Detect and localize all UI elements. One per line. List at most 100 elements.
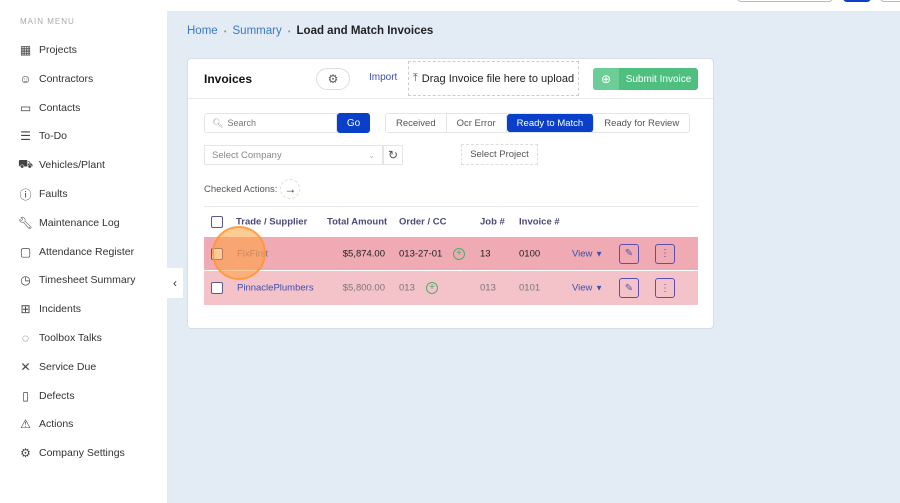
sidebar-item-to-do[interactable]: ☰ To-Do: [18, 126, 67, 146]
add-order-icon[interactable]: +: [453, 247, 465, 260]
pencil-icon: ✎: [624, 282, 634, 294]
edit-button[interactable]: ✎: [619, 278, 639, 298]
sidebar-item-toolbox-talks[interactable]: ◌ Toolbox Talks: [18, 328, 102, 348]
collapse-sidebar-button[interactable]: ‹: [167, 268, 183, 298]
sidebar-item-label: Attendance Register: [39, 245, 135, 258]
view-dropdown[interactable]: View ▼: [572, 248, 603, 259]
column-header[interactable]: Total Amount: [327, 216, 388, 228]
chevron-left-icon: ‹: [173, 276, 177, 290]
breadcrumb-separator: •: [287, 26, 291, 36]
settings-button[interactable]: ⚙: [316, 68, 350, 90]
sidebar-item-projects[interactable]: ▦ Projects: [18, 40, 77, 60]
document-x-icon: ▯: [22, 388, 29, 403]
sidebar-heading: MAIN MENU: [20, 17, 75, 26]
supplier-link[interactable]: PinnaclePlumbers: [237, 282, 314, 294]
add-order-icon[interactable]: +: [426, 282, 438, 294]
sidebar-item-label: Contacts: [39, 101, 81, 114]
calendar-icon: ▢: [19, 244, 32, 259]
invoice-table: Trade / Supplier Total Amount Order / CC…: [204, 206, 698, 305]
sidebar-item-attendance-register[interactable]: ▢ Attendance Register: [18, 242, 134, 262]
go-button[interactable]: Go: [337, 113, 370, 133]
row-checkbox[interactable]: [211, 282, 223, 294]
breadcrumb-separator: •: [223, 26, 227, 36]
top-bar-button[interactable]: [880, 0, 900, 2]
more-options-button[interactable]: ⋮: [655, 243, 675, 264]
job-number: 13: [480, 248, 491, 259]
table-row[interactable]: FixFirst $5,874.00 013-27-01 + 13 0100 V…: [204, 237, 698, 270]
gear-icon: ⚙: [20, 446, 31, 461]
sidebar-item-label: Faults: [39, 188, 68, 200]
arrow-right-icon[interactable]: →: [280, 179, 301, 199]
first-aid-icon: ⊞: [20, 302, 31, 317]
search-field[interactable]: 🔍︎: [204, 113, 337, 133]
worker-icon: ☺: [19, 71, 32, 86]
wrench-icon: 🔧︎: [17, 215, 34, 230]
plus-circle-icon: ⊕: [593, 68, 619, 90]
checked-actions-label: Checked Actions:: [204, 183, 278, 195]
select-all-checkbox[interactable]: [211, 216, 223, 228]
job-number: 013: [480, 282, 496, 294]
checklist-icon: ☰: [20, 129, 31, 144]
company-select-placeholder: Select Company: [212, 149, 282, 161]
submit-invoice-button[interactable]: ⊕ Submit Invoice: [593, 68, 698, 90]
breadcrumb: Home • Summary • Load and Match Invoices: [187, 25, 433, 37]
sidebar-item-defects[interactable]: ▯ Defects: [18, 386, 75, 406]
sidebar-item-label: To-Do: [39, 130, 68, 143]
breadcrumb-summary[interactable]: Summary: [232, 25, 282, 37]
sidebar-item-label: Maintenance Log: [39, 216, 120, 229]
view-dropdown[interactable]: View ▼: [572, 283, 603, 294]
sidebar-item-contractors[interactable]: ☺ Contractors: [18, 69, 93, 89]
clock-icon: ◷: [20, 273, 31, 288]
tab-ready-to-match[interactable]: Ready to Match: [506, 114, 595, 132]
column-header[interactable]: Order / CC: [399, 216, 447, 228]
top-bar: [0, 0, 900, 11]
refresh-button[interactable]: ↻: [383, 145, 403, 165]
view-label: View: [572, 248, 593, 259]
column-header[interactable]: Job #: [480, 216, 505, 228]
pencil-icon: ✎: [624, 248, 634, 259]
company-select[interactable]: Select Company ⌄: [204, 145, 383, 165]
chevron-down-icon: ⌄: [368, 150, 375, 160]
sidebar-item-label: Timesheet Summary: [39, 274, 136, 287]
top-bar-primary-button[interactable]: [843, 0, 871, 2]
sidebar-item-incidents[interactable]: ⊞ Incidents: [18, 299, 81, 319]
view-label: View: [572, 282, 593, 294]
more-options-button[interactable]: ⋮: [655, 278, 675, 298]
top-bar-button[interactable]: [737, 0, 833, 2]
sidebar-item-service-due[interactable]: ✕ Service Due: [18, 357, 96, 377]
sidebar-item-label: Service Due: [39, 360, 97, 373]
tab-ready-for-review[interactable]: Ready for Review: [604, 117, 680, 129]
sidebar-item-company-settings[interactable]: ⚙ Company Settings: [18, 443, 125, 463]
building-icon: ▦: [19, 43, 32, 57]
caret-down-icon: ▼: [595, 249, 603, 258]
sidebar-item-timesheet-summary[interactable]: ◷ Timesheet Summary: [18, 270, 135, 290]
more-vertical-icon: ⋮: [660, 248, 670, 259]
sidebar-item-label: Toolbox Talks: [39, 332, 102, 344]
sidebar-item-faults[interactable]: ⓘ Faults: [18, 184, 68, 204]
total-amount: $5,800.00: [342, 282, 385, 294]
import-link[interactable]: Import: [369, 72, 398, 83]
gear-icon: ⚙: [327, 72, 339, 86]
column-header[interactable]: Trade / Supplier: [236, 216, 308, 228]
invoice-number: 0100: [519, 248, 541, 259]
breadcrumb-home[interactable]: Home: [187, 25, 218, 37]
upload-dropzone[interactable]: ⤒ Drag Invoice file here to upload: [408, 61, 579, 96]
warning-icon: ⚠: [20, 417, 31, 432]
tab-received[interactable]: Received: [386, 114, 447, 132]
sidebar-item-actions[interactable]: ⚠ Actions: [18, 414, 73, 434]
edit-button[interactable]: ✎: [619, 243, 639, 264]
sidebar-item-label: Incidents: [39, 303, 82, 316]
select-project-button[interactable]: Select Project: [461, 144, 538, 165]
contact-card-icon: ▭: [19, 100, 32, 115]
sidebar-item-contacts[interactable]: ▭ Contacts: [18, 98, 81, 118]
tab-ocr-error[interactable]: Ocr Error: [447, 114, 507, 132]
sidebar-item-maintenance-log[interactable]: 🔧︎ Maintenance Log: [18, 213, 120, 233]
more-vertical-icon: ⋮: [660, 282, 670, 294]
sidebar-item-label: Defects: [39, 389, 75, 402]
table-row[interactable]: PinnaclePlumbers $5,800.00 013 + 013 010…: [204, 270, 698, 305]
card-title: Invoices: [204, 72, 253, 86]
column-header[interactable]: Invoice #: [519, 216, 560, 228]
sidebar-item-vehicles-plant[interactable]: ⛟ Vehicles/Plant: [18, 155, 105, 175]
submit-label: Submit Invoice: [625, 73, 692, 85]
search-input[interactable]: [227, 118, 328, 128]
